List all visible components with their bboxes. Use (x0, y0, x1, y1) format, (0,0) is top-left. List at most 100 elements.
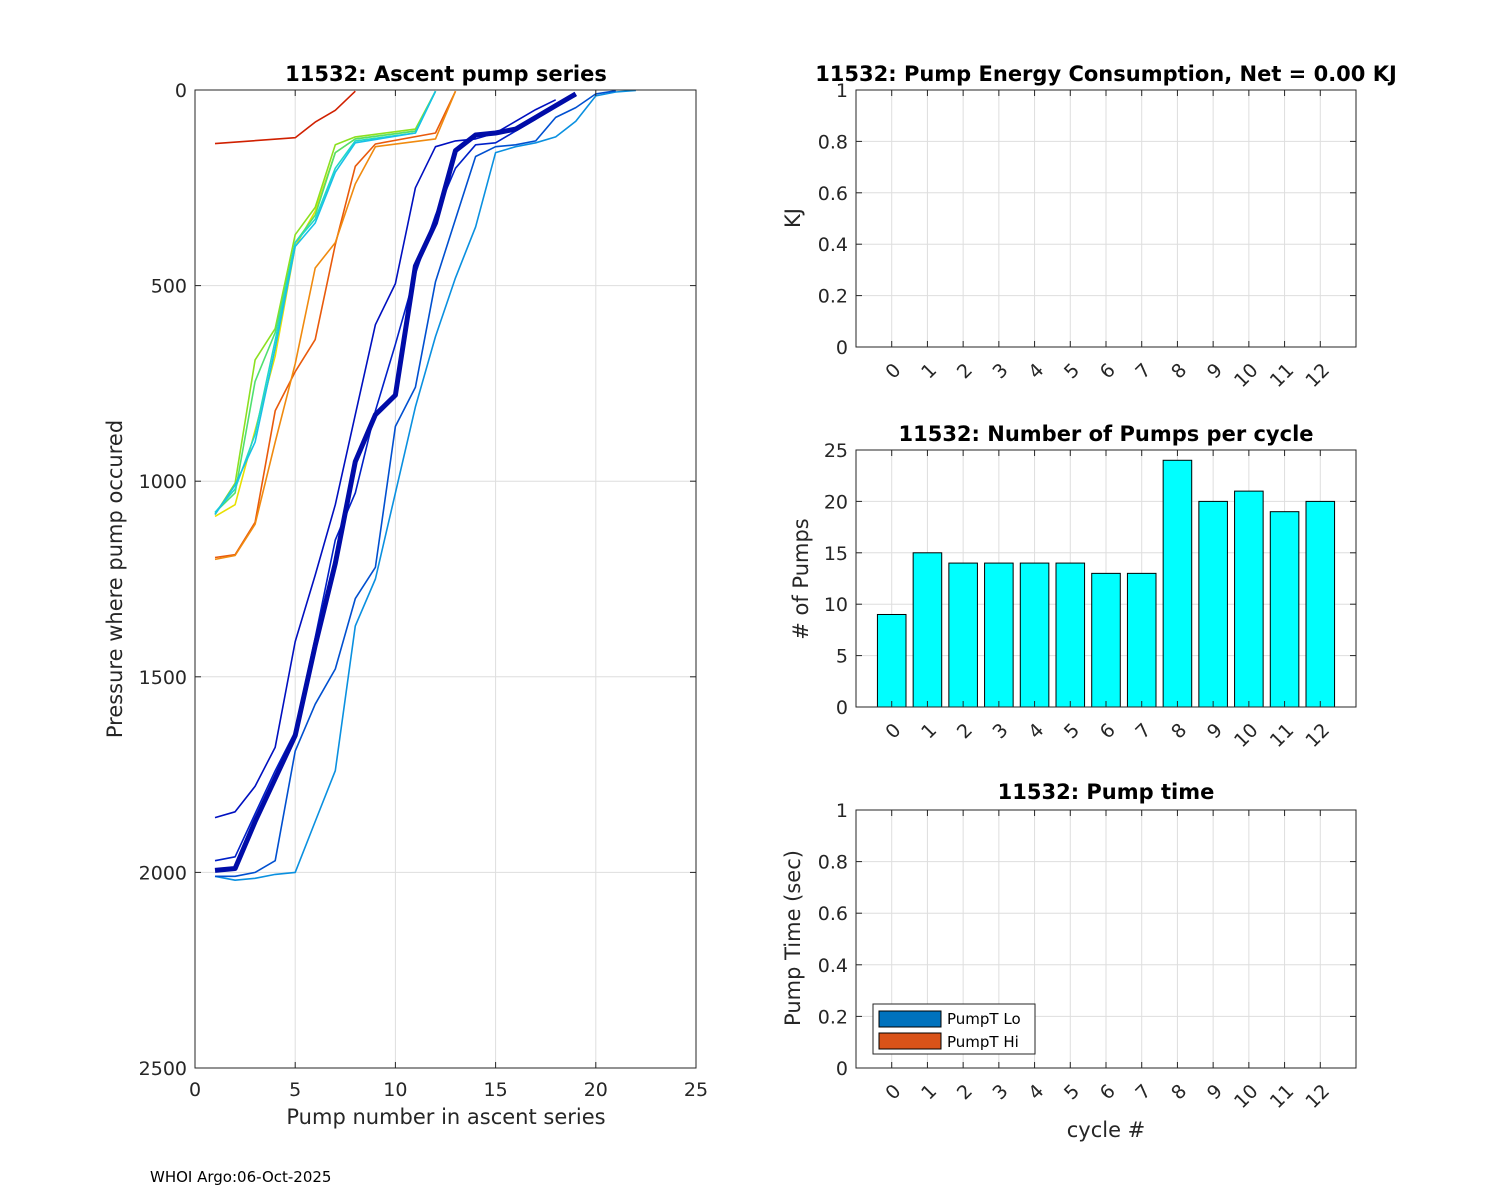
pumptime-y-tick-label: 0.2 (818, 1006, 848, 1028)
energy-x-tick-label: 11 (1266, 359, 1299, 392)
pumps-bar-10 (1234, 490, 1264, 708)
energy-x-tick-label: 9 (1203, 359, 1227, 383)
energy-y-tick-label: 0.8 (818, 131, 848, 153)
footer-credit: WHOI Argo:06-Oct-2025 (150, 1168, 331, 1186)
energy-x-tick-label: 10 (1230, 359, 1263, 392)
energy-x-tick-label: 2 (953, 359, 977, 383)
ascent-axes-box (194, 89, 697, 1069)
energy-y-tick-label: 1 (836, 80, 848, 102)
ascent-x-tick-label: 15 (484, 1079, 508, 1101)
pumps-x-tick-label: 0 (881, 719, 905, 743)
ascent-series-line-4 (214, 90, 437, 515)
pumptime-x-tick-label: 7 (1131, 1080, 1155, 1104)
pumps-bar-12 (1305, 500, 1336, 708)
legend-label-pumpt-lo: PumpT Lo (947, 1010, 1021, 1028)
pumps-bar-1 (912, 552, 943, 708)
energy-y-tick-label: 0 (836, 337, 848, 359)
ascent-ticks: 0 5 10 15 20 25 0 500 1000 1500 2000 2500 (139, 80, 708, 1101)
ascent-series-line-9 (215, 90, 616, 878)
pumptime-x-tick-label: 3 (989, 1080, 1013, 1104)
pumps-bar-11 (1269, 511, 1300, 708)
pumps-bar-2 (948, 562, 978, 708)
ascent-title: 11532: Ascent pump series (285, 62, 607, 86)
energy-grid (856, 90, 1356, 347)
ascent-series-line-7 (214, 90, 437, 515)
pumps-x-tick-label: 6 (1096, 719, 1120, 743)
pumps-x-tick-label: 11 (1266, 719, 1299, 752)
ascent-y-tick-label: 2000 (139, 862, 187, 884)
ascent-x-tick-label: 5 (289, 1079, 301, 1101)
energy-y-tick-label: 0.6 (818, 183, 848, 205)
pumptime-x-tick-label: 4 (1024, 1080, 1048, 1104)
ascent-y-tick-label: 0 (175, 80, 187, 102)
pumptime-x-tick-label: 11 (1266, 1080, 1299, 1113)
pumps-bar-6 (1091, 572, 1121, 708)
pumptime-y-tick-label: 0.4 (818, 955, 848, 977)
energy-y-tick-label: 0.2 (818, 286, 848, 308)
pumps-y-tick-label: 0 (836, 697, 848, 719)
pumptime-x-tick-label: 9 (1203, 1080, 1227, 1104)
ascent-x-tick-label: 25 (684, 1079, 708, 1101)
ascent-series-line-6 (214, 90, 437, 514)
pumps-y-label: # of Pumps (789, 518, 813, 640)
pumps-y-tick-label: 20 (824, 491, 848, 513)
pumps-bar-9 (1198, 500, 1228, 708)
pumptime-x-tick-label: 2 (953, 1080, 977, 1104)
ascent-x-tick-label: 20 (584, 1079, 608, 1101)
legend-label-pumpt-hi: PumpT Hi (947, 1033, 1019, 1051)
pumps-x-tick-label: 1 (917, 719, 941, 743)
pumps-bar-3 (984, 562, 1014, 708)
pumps-bar-0 (876, 613, 907, 708)
pumptime-y-label: Pump Time (sec) (781, 850, 805, 1026)
pumps-x-tick-label: 7 (1131, 719, 1155, 743)
pumptime-x-tick-label: 8 (1167, 1080, 1191, 1104)
legend-swatch-pumpt-hi (878, 1032, 942, 1050)
pumptime-legend: PumpT Lo PumpT Hi (872, 1003, 1036, 1055)
pumps-y-tick-label: 25 (824, 440, 848, 462)
pumps-x-tick-label: 3 (989, 719, 1013, 743)
ascent-y-tick-label: 500 (151, 276, 187, 298)
ascent-series-line-8 (214, 89, 636, 882)
ascent-y-tick-label: 2500 (139, 1058, 187, 1080)
pumptime-x-tick-label: 1 (917, 1080, 941, 1104)
ascent-series-line-0 (214, 90, 356, 145)
ascent-series-line-5 (214, 90, 437, 514)
energy-x-tick-label: 7 (1131, 359, 1155, 383)
ascent-series-line-2 (214, 90, 457, 561)
energy-x-tick-label: 8 (1167, 359, 1191, 383)
pumps-y-tick-label: 5 (836, 646, 848, 668)
pumptime-x-tick-label: 12 (1301, 1080, 1334, 1113)
pumptime-x-tick-label: 0 (881, 1080, 905, 1104)
pumptime-y-tick-label: 0.8 (818, 852, 848, 874)
pumps-bar-4 (1019, 562, 1050, 708)
energy-chart: 00.20.40.60.810 1 2 3 4 5 6 7 8 9 10 11 12 11532: Pu… (781, 62, 1397, 392)
energy-x-tick-label: 4 (1024, 359, 1048, 383)
ascent-series-line-1 (214, 90, 457, 559)
pumps-bar-7 (1126, 572, 1157, 708)
ascent-x-tick-label: 0 (189, 1079, 201, 1101)
pumptime-x-label: cycle # (1067, 1118, 1146, 1142)
energy-y-label: KJ (781, 208, 805, 228)
pumps-x-tick-label: 12 (1301, 719, 1334, 752)
energy-y-tick-label: 0.4 (818, 234, 848, 256)
pumptime-x-tick-label: 5 (1060, 1080, 1084, 1104)
legend-swatch-pumpt-lo (878, 1010, 942, 1028)
pumps-x-tick-label: 10 (1230, 719, 1263, 752)
pumps-x-tick-label: 9 (1203, 719, 1227, 743)
pumps-title: 11532: Number of Pumps per cycle (898, 422, 1313, 446)
energy-x-tick-label: 12 (1301, 359, 1334, 392)
energy-x-tick-label: 6 (1096, 359, 1120, 383)
pumps-x-tick-label: 2 (953, 719, 977, 743)
pumptime-y-tick-label: 0 (836, 1058, 848, 1080)
pumps-bar-8 (1162, 459, 1193, 708)
ascent-pump-series-chart: 0 5 10 15 20 25 0 500 1000 1500 2000 2500 11532: As… (103, 62, 708, 1129)
pumptime-title: 11532: Pump time (998, 780, 1215, 804)
pumps-bar-5 (1055, 562, 1086, 708)
ascent-y-tick-label: 1500 (139, 667, 187, 689)
ascent-series-line-12 (214, 91, 578, 873)
pumptime-y-tick-label: 0.6 (818, 903, 848, 925)
energy-x-tick-label: 5 (1060, 359, 1084, 383)
ascent-y-tick-label: 1000 (139, 471, 187, 493)
